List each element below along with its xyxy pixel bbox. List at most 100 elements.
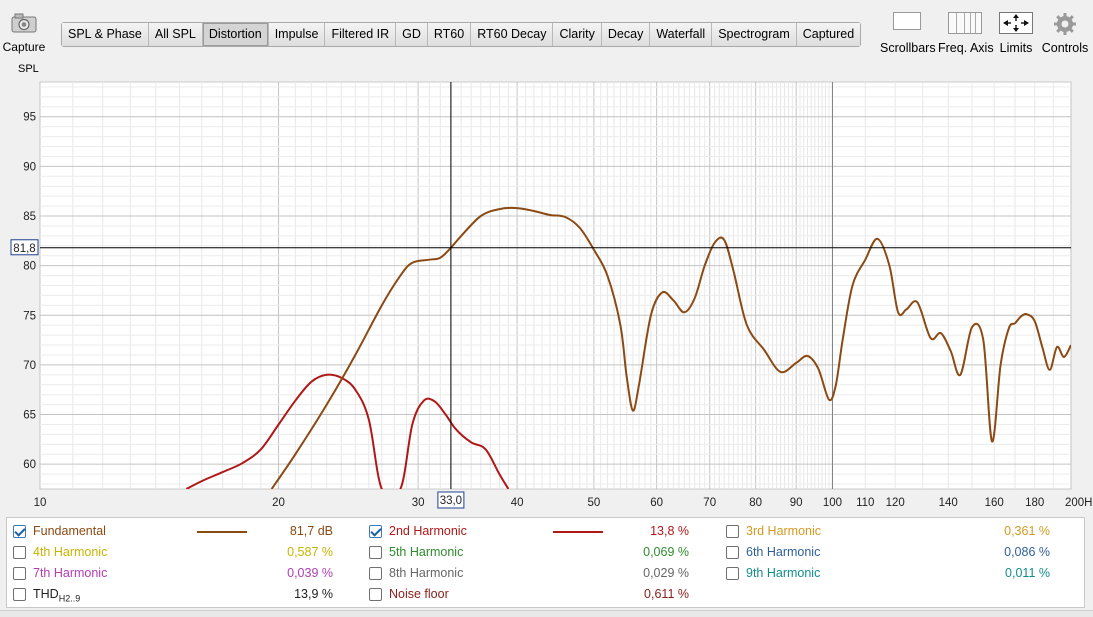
tab-spl-phase[interactable]: SPL & Phase xyxy=(62,23,149,46)
6th-harmonic-label-text: 6th Harmonic xyxy=(746,545,821,559)
limits-icon xyxy=(999,12,1033,34)
tab-rt60[interactable]: RT60 xyxy=(427,23,472,46)
freq-axis-icon xyxy=(948,12,982,34)
status-bar xyxy=(0,610,1093,617)
freq-axis-button[interactable]: Freq. Axis xyxy=(938,8,994,55)
capture-button[interactable]: Capture xyxy=(0,8,48,58)
graph-svg[interactable]: 95 90 85 80 75 70 65 60 10 20 30 40 50 60 70 80 90 100 110… xyxy=(0,70,1093,515)
noise-floor-checkbox[interactable] xyxy=(369,588,382,601)
3rd-harmonic-label-text: 3rd Harmonic xyxy=(746,524,822,538)
noise-floor-value: 0,611 % xyxy=(644,587,689,601)
y-tick-label: 75 xyxy=(23,310,36,322)
5th-harmonic-label: 5th Harmonic xyxy=(389,542,463,563)
tab-distortion[interactable]: Distortion xyxy=(202,23,269,46)
thd-label-text: THD xyxy=(33,587,59,601)
legend-item-fundamental: Fundamental 81,7 dB xyxy=(13,521,363,542)
scrollbars-button[interactable]: Scrollbars xyxy=(880,8,936,55)
capture-label: Capture xyxy=(2,40,46,54)
legend-item-4th-harmonic: 4th Harmonic 0,587 % xyxy=(13,542,363,563)
tab-captured[interactable]: Captured xyxy=(796,23,861,46)
tab-impulse[interactable]: Impulse xyxy=(268,23,326,46)
graph-tabs: SPL & Phase All SPL Distortion Impulse Filte… xyxy=(61,22,862,47)
noise-floor-label-text: Noise floor xyxy=(389,587,449,601)
x-tick-label: 40 xyxy=(511,497,524,509)
4th-harmonic-label-text: 4th Harmonic xyxy=(33,545,108,559)
x-tick-label: 60 xyxy=(650,497,663,509)
scrollbars-icon xyxy=(893,12,921,30)
fundamental-checkbox[interactable] xyxy=(13,525,26,538)
4th-harmonic-label: 4th Harmonic xyxy=(33,542,107,563)
9th-harmonic-checkbox[interactable] xyxy=(726,567,739,580)
fundamental-label-text: Fundamental xyxy=(33,524,106,538)
legend-item-9th-harmonic: 9th Harmonic 0,011 % xyxy=(726,563,1076,584)
y-tick-label: 95 xyxy=(23,112,36,124)
7th-harmonic-checkbox[interactable] xyxy=(13,567,26,580)
legend-item-8th-harmonic: 8th Harmonic 0,029 % xyxy=(369,563,719,584)
thd-checkbox[interactable] xyxy=(13,588,26,601)
noise-floor-label: Noise floor xyxy=(389,584,449,605)
2nd-harmonic-label-text: 2nd Harmonic xyxy=(389,524,467,538)
2nd-harmonic-label: 2nd Harmonic xyxy=(389,521,467,542)
x-tick-label: 100 xyxy=(823,497,842,509)
tab-clarity[interactable]: Clarity xyxy=(553,23,602,46)
4th-harmonic-value: 0,587 % xyxy=(287,545,333,559)
series-line-fundamental xyxy=(270,206,1071,489)
tab-all-spl[interactable]: All SPL xyxy=(148,23,203,46)
distortion-graph[interactable]: 95 90 85 80 75 70 65 60 10 20 30 40 50 60 70 80 90 100 110… xyxy=(0,70,1093,515)
legend-item-7th-harmonic: 7th Harmonic 0,039 % xyxy=(13,563,363,584)
x-tick-label: 90 xyxy=(790,497,803,509)
x-tick-label: 180 xyxy=(1025,497,1044,509)
tab-gd[interactable]: GD xyxy=(396,23,428,46)
tab-waterfall[interactable]: Waterfall xyxy=(650,23,713,46)
legend-item-2nd-harmonic: 2nd Harmonic 13,8 % xyxy=(369,521,719,542)
3rd-harmonic-value: 0,361 % xyxy=(1004,524,1050,538)
2nd-harmonic-checkbox[interactable] xyxy=(369,525,382,538)
7th-harmonic-label-text: 7th Harmonic xyxy=(33,566,108,580)
legend-panel: Fundamental 81,7 dB 2nd Harmonic 13,8 % 3rd … xyxy=(6,517,1085,608)
cursor-y-readout: 81,8 xyxy=(13,243,35,255)
legend-item-noise-floor: Noise floor 0,611 % xyxy=(369,584,719,605)
6th-harmonic-label: 6th Harmonic xyxy=(746,542,820,563)
2nd-harmonic-value: 13,8 % xyxy=(650,524,689,538)
controls-button[interactable]: Controls xyxy=(1040,8,1090,55)
6th-harmonic-checkbox[interactable] xyxy=(726,546,739,559)
x-tick-label: 120 xyxy=(886,497,905,509)
9th-harmonic-label: 9th Harmonic xyxy=(746,563,820,584)
tab-filtered-ir[interactable]: Filtered IR xyxy=(325,23,397,46)
thd-value: 13,9 % xyxy=(294,587,333,601)
y-axis-label: SPL xyxy=(18,63,39,75)
8th-harmonic-checkbox[interactable] xyxy=(369,567,382,580)
x-tick-label: 30 xyxy=(412,497,425,509)
8th-harmonic-label: 8th Harmonic xyxy=(389,563,463,584)
8th-harmonic-value: 0,029 % xyxy=(643,566,689,580)
tab-decay[interactable]: Decay xyxy=(601,23,651,46)
cursor-y-box xyxy=(10,239,39,256)
cursor-x-box xyxy=(437,491,465,509)
legend-item-thd: THDH2..9 13,9 % xyxy=(13,584,363,605)
4th-harmonic-checkbox[interactable] xyxy=(13,546,26,559)
y-tick-label: 60 xyxy=(23,459,36,471)
tab-rt60-decay[interactable]: RT60 Decay xyxy=(471,23,554,46)
5th-harmonic-checkbox[interactable] xyxy=(369,546,382,559)
thd-label: THDH2..9 xyxy=(33,584,80,610)
legend-item-5th-harmonic: 5th Harmonic 0,069 % xyxy=(369,542,719,563)
cursor-x-readout: 33,0 xyxy=(440,495,462,507)
camera-icon xyxy=(9,12,39,34)
3rd-harmonic-checkbox[interactable] xyxy=(726,525,739,538)
y-tick-label: 80 xyxy=(23,261,36,273)
x-tick-label: 70 xyxy=(703,497,716,509)
x-tick-label: 20 xyxy=(272,497,285,509)
fundamental-value: 81,7 dB xyxy=(289,524,333,538)
thd-label-subscript: H2..9 xyxy=(58,593,81,604)
x-tick-label: 160 xyxy=(985,497,1004,509)
limits-label: Limits xyxy=(999,41,1033,55)
8th-harmonic-label-text: 8th Harmonic xyxy=(389,566,464,580)
x-tick-label: 140 xyxy=(939,497,958,509)
limits-button[interactable]: Limits xyxy=(996,8,1036,55)
tab-spectrogram[interactable]: Spectrogram xyxy=(712,23,797,46)
x-tick-label: 110 xyxy=(856,497,874,509)
6th-harmonic-value: 0,086 % xyxy=(1004,545,1050,559)
legend-item-3rd-harmonic: 3rd Harmonic 0,361 % xyxy=(726,521,1076,542)
y-tick-label: 85 xyxy=(23,211,36,223)
